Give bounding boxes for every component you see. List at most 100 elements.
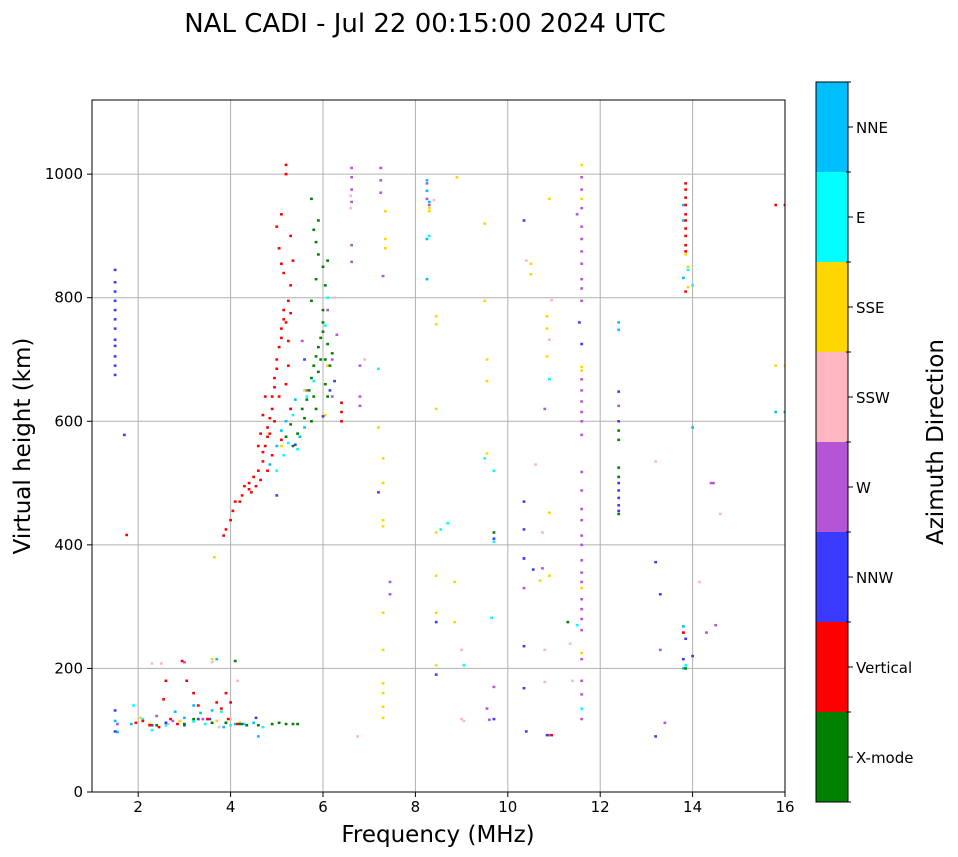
data-point <box>580 717 584 721</box>
data-point <box>178 719 182 723</box>
data-point <box>206 717 209 721</box>
data-point <box>113 290 117 293</box>
plot-background <box>92 100 785 792</box>
data-point <box>434 620 438 624</box>
data-point <box>381 648 385 652</box>
data-point <box>580 378 584 381</box>
data-point <box>319 358 323 361</box>
data-point <box>545 733 549 737</box>
data-point <box>247 488 251 491</box>
data-point <box>116 730 119 734</box>
data-point <box>134 721 138 725</box>
data-point <box>705 631 708 634</box>
data-point <box>783 410 785 414</box>
axis-ticks: 2 4 6 8 10 12 14 16 0 200 400 600 800 1000 <box>45 165 795 816</box>
data-point <box>222 725 226 729</box>
data-point <box>350 188 354 191</box>
x-tick-label: 16 <box>775 798 794 816</box>
data-point <box>236 722 239 726</box>
data-point <box>243 484 246 488</box>
data-point <box>547 338 551 341</box>
data-point <box>155 724 159 727</box>
data-point <box>485 707 489 710</box>
data-point <box>580 410 584 414</box>
data-point <box>617 512 621 516</box>
data-point <box>139 716 142 720</box>
data-point <box>684 227 688 230</box>
data-point <box>492 685 496 689</box>
data-point <box>183 716 186 720</box>
data-point <box>568 642 572 645</box>
data-point <box>350 243 354 247</box>
data-point <box>684 664 688 667</box>
data-point <box>291 413 295 417</box>
colorbar: X-mode Vertical NNW W SSW SSE E NNE <box>815 81 913 803</box>
data-point <box>289 311 293 315</box>
data-point <box>654 560 658 564</box>
y-tick-label: 600 <box>54 412 83 430</box>
data-point <box>330 352 334 355</box>
data-point <box>150 724 154 727</box>
data-point <box>116 722 119 726</box>
data-point <box>580 628 584 632</box>
colorbar-tick-label: X-mode <box>856 749 913 767</box>
colorbar-segment <box>816 442 848 532</box>
data-point <box>277 395 281 398</box>
data-point <box>522 557 526 560</box>
data-point <box>323 324 327 327</box>
data-point <box>427 209 431 213</box>
data-point <box>316 345 320 349</box>
data-point <box>580 188 584 191</box>
data-point <box>684 234 688 238</box>
data-point <box>192 720 196 723</box>
data-point <box>296 447 299 451</box>
data-point <box>296 722 299 726</box>
data-point <box>321 265 325 269</box>
data-point <box>312 379 316 383</box>
data-point <box>681 625 685 628</box>
data-point <box>462 664 466 667</box>
y-tick-label: 1000 <box>45 165 83 183</box>
data-point <box>254 716 258 720</box>
data-point <box>654 460 658 463</box>
data-point <box>349 206 353 210</box>
data-point <box>425 189 429 193</box>
data-point <box>580 679 584 683</box>
data-point <box>381 274 385 278</box>
data-point <box>425 277 429 281</box>
data-point <box>709 481 713 485</box>
data-point <box>446 521 450 525</box>
data-point <box>229 724 232 727</box>
data-point <box>215 719 219 723</box>
data-point <box>303 416 306 420</box>
data-point <box>462 719 466 723</box>
x-tick-label: 10 <box>498 798 517 816</box>
data-point <box>547 378 551 381</box>
data-point <box>236 679 239 683</box>
data-point <box>580 707 584 710</box>
data-point <box>141 717 145 721</box>
data-point <box>580 197 584 201</box>
data-point <box>681 276 685 280</box>
data-point <box>284 420 288 423</box>
data-point <box>541 531 544 534</box>
data-point <box>434 664 438 667</box>
data-point <box>284 163 288 167</box>
data-point <box>783 203 785 207</box>
data-point <box>275 225 279 228</box>
y-axis-label: Virtual height (km) <box>10 338 36 555</box>
data-point <box>580 597 584 601</box>
data-point <box>575 623 579 627</box>
data-point <box>169 717 172 721</box>
data-point <box>192 704 196 707</box>
colorbar-tick-label: E <box>856 209 865 227</box>
data-point <box>231 509 235 513</box>
colorbar-tick-label: W <box>856 479 871 497</box>
data-point <box>580 389 584 392</box>
data-point <box>150 728 154 732</box>
data-point <box>326 308 330 312</box>
data-point <box>183 661 186 664</box>
data-point <box>192 717 196 721</box>
data-point <box>277 345 281 349</box>
data-point <box>580 206 584 210</box>
